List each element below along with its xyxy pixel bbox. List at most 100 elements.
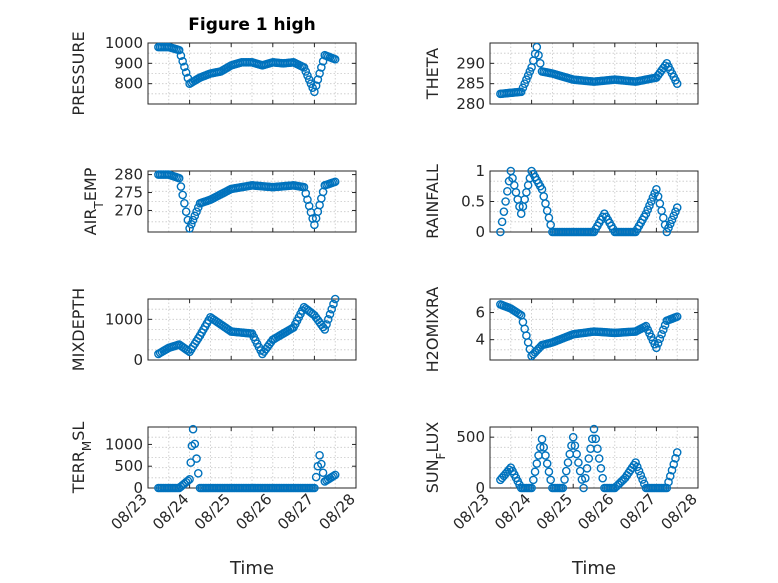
data-point	[174, 173, 184, 183]
data-point	[518, 83, 528, 93]
data-point	[523, 338, 533, 347]
data-point	[190, 211, 200, 221]
data-point	[662, 483, 672, 493]
data-point	[655, 334, 665, 344]
y-axis-label: RAINFALL	[423, 164, 442, 239]
panel-mixdepth: 0 1000 MIXDEPTH	[69, 288, 357, 371]
data-point	[672, 203, 682, 212]
data-point	[537, 434, 547, 444]
data-point	[669, 211, 679, 221]
y-tick-label: 0	[133, 351, 143, 369]
series-markers	[496, 300, 682, 361]
data-point	[522, 75, 531, 84]
data-point	[529, 475, 538, 485]
y-tick-label: 800	[114, 75, 143, 93]
y-tick-label: 0	[475, 479, 485, 497]
axes-box	[489, 426, 699, 489]
data-point	[311, 81, 321, 90]
data-point	[317, 63, 326, 72]
data-point	[174, 45, 184, 55]
data-point	[520, 195, 529, 204]
axes-box	[147, 298, 357, 361]
data-point	[320, 325, 330, 334]
y-tick-label: 1000	[105, 435, 143, 453]
data-point	[657, 329, 666, 339]
data-point	[530, 467, 540, 477]
data-point	[497, 217, 507, 227]
data-point	[188, 424, 198, 434]
y-tick-label: 275	[114, 184, 143, 202]
y-axis-label: PRESSURE	[69, 31, 88, 115]
data-point	[532, 459, 542, 468]
data-point	[509, 180, 519, 190]
data-point	[525, 67, 535, 76]
data-point	[546, 220, 555, 230]
data-point	[667, 215, 677, 225]
data-point	[192, 454, 201, 463]
data-point	[329, 299, 338, 309]
data-point	[541, 199, 550, 208]
data-point	[657, 206, 666, 215]
data-point	[516, 87, 526, 97]
x-tick-label: 08/25	[191, 490, 234, 533]
x-tick-label: 08/25	[533, 490, 576, 533]
data-point	[572, 449, 581, 459]
data-point	[330, 177, 340, 187]
series-markers	[154, 294, 340, 359]
y-axis-label: TERRMSL	[69, 422, 94, 495]
data-point	[544, 213, 554, 223]
y-axis-label: AIRTEMP	[81, 167, 106, 235]
data-point	[180, 62, 189, 72]
axes-box	[489, 298, 699, 361]
data-point	[534, 451, 543, 460]
data-point	[323, 315, 333, 324]
data-point	[589, 424, 599, 434]
data-point	[665, 219, 675, 229]
data-point	[310, 483, 319, 493]
series-markers	[496, 166, 682, 237]
series-markers	[496, 42, 682, 99]
y-tick-label: 285	[456, 75, 485, 93]
data-point	[496, 227, 505, 237]
x-tick-label: 08/23	[108, 490, 151, 533]
y-tick-label: 4	[475, 331, 485, 349]
y-tick-label: 0	[475, 223, 485, 241]
data-point	[648, 193, 658, 202]
y-tick-label: 280	[456, 95, 485, 113]
data-point	[534, 50, 543, 60]
panel-h2omixra: 4 6 H2OMIXRA	[423, 287, 699, 372]
data-point	[330, 294, 340, 304]
data-point	[181, 68, 191, 77]
panel-sun-flux: 0 500 SUNFLUX08/2308/2408/2508/2608/2708/2…	[423, 422, 701, 534]
y-tick-label: 1000	[105, 310, 143, 328]
data-point	[185, 224, 194, 233]
y-tick-label: 280	[114, 166, 143, 184]
x-tick-label: 08/27	[274, 490, 317, 533]
axes-box	[147, 42, 357, 105]
axes-box	[489, 42, 699, 105]
panel-pressure: 800 900 1000 PRESSURE	[69, 31, 357, 116]
data-point	[313, 75, 323, 84]
series-markers	[154, 170, 340, 233]
data-point	[330, 54, 340, 64]
data-point	[672, 448, 682, 457]
data-point	[499, 207, 509, 216]
y-tick-label: 500	[114, 457, 143, 475]
data-point	[178, 57, 187, 66]
data-point	[660, 61, 670, 71]
data-point	[327, 304, 337, 314]
data-point	[535, 443, 545, 452]
data-point	[310, 87, 319, 97]
data-point	[299, 63, 309, 72]
y-tick-label: 270	[114, 201, 143, 219]
series-markers	[154, 424, 340, 493]
data-point	[671, 454, 680, 463]
data-point	[563, 458, 573, 467]
data-point	[570, 441, 580, 450]
data-point	[560, 475, 569, 484]
axes-box	[147, 170, 357, 233]
y-axis-label: MIXDEPTH	[69, 288, 88, 371]
data-point	[659, 213, 668, 223]
